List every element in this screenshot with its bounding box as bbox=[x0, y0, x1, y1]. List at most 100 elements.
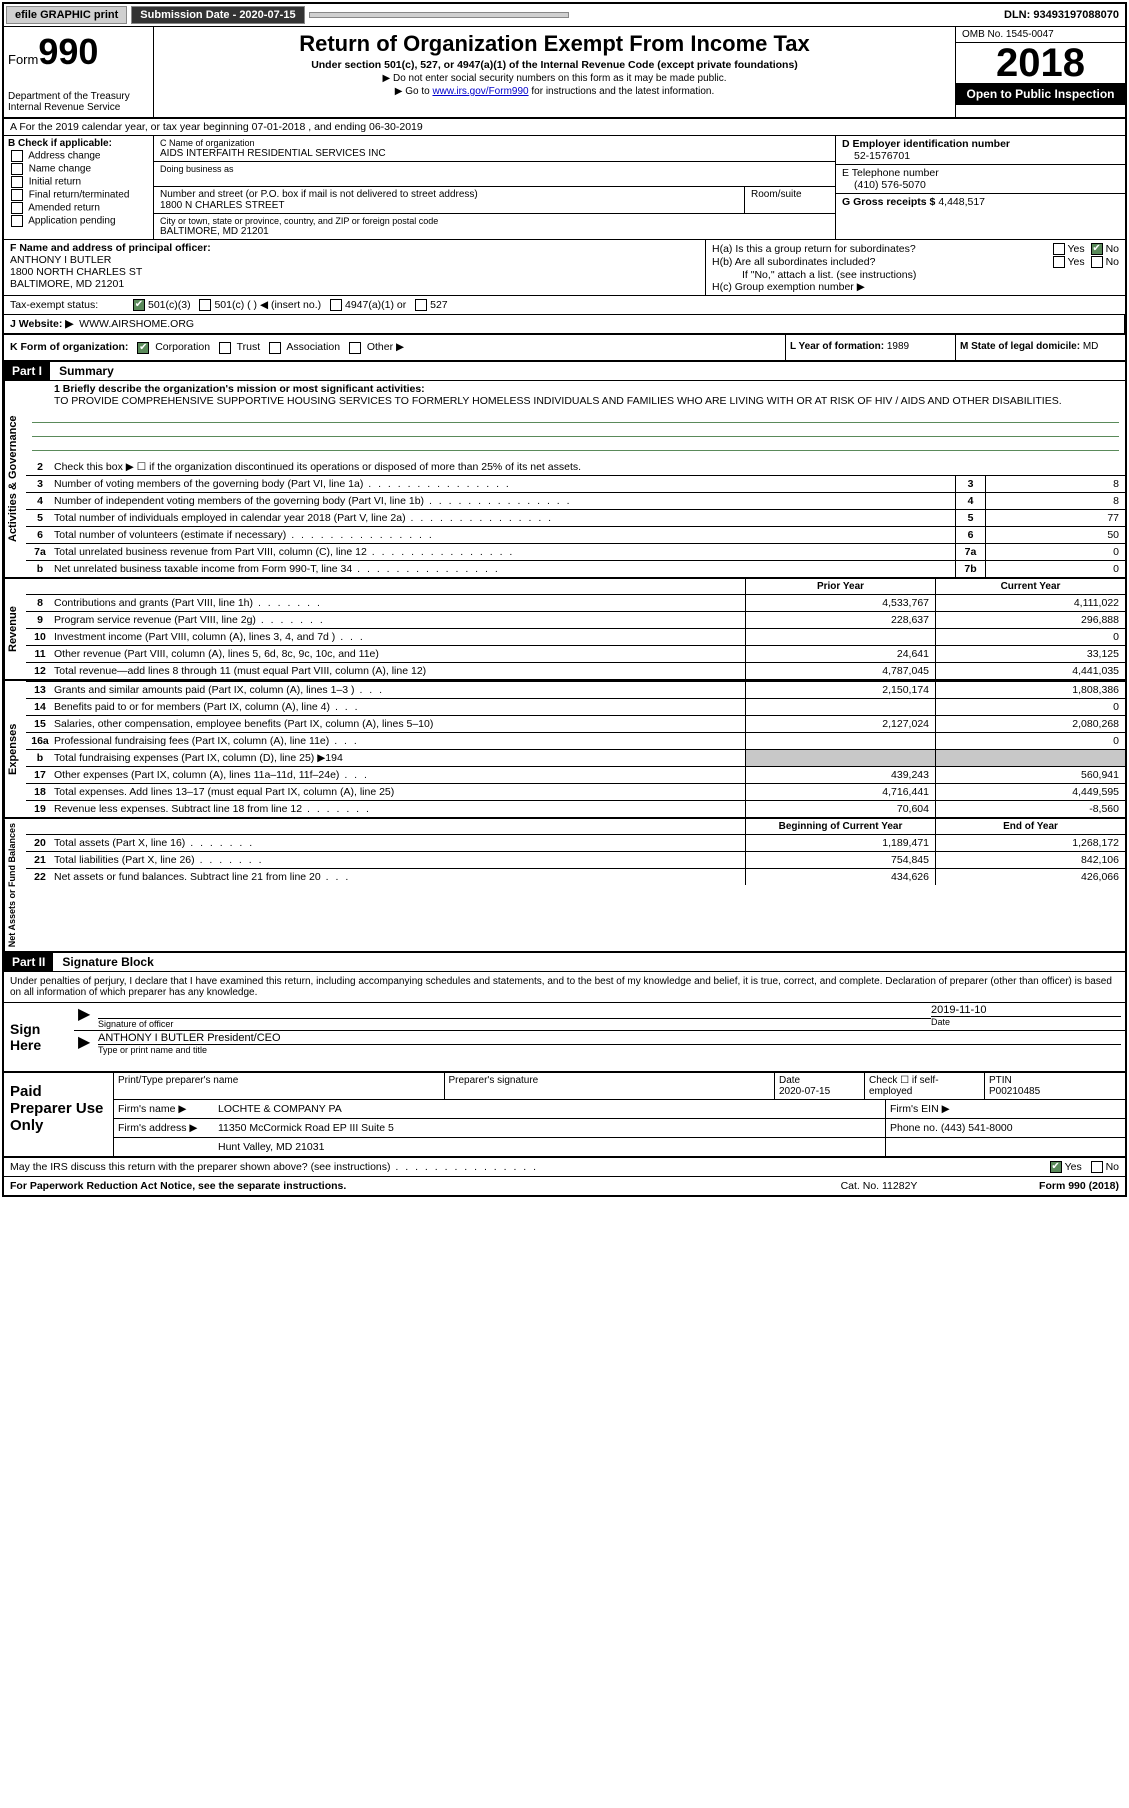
city-value: BALTIMORE, MD 21201 bbox=[160, 226, 829, 237]
corp-label: Corporation bbox=[155, 341, 210, 353]
4947-checkbox[interactable] bbox=[330, 299, 342, 311]
gross-label: G Gross receipts $ bbox=[842, 196, 935, 208]
trust-checkbox[interactable] bbox=[219, 342, 231, 354]
city-cell: City or town, state or province, country… bbox=[154, 214, 835, 239]
4947-label: 4947(a)(1) or bbox=[345, 299, 406, 311]
prep-date-label: Date bbox=[779, 1075, 800, 1086]
fin-line: 20Total assets (Part X, line 16)1,189,47… bbox=[26, 834, 1125, 851]
501c-checkbox[interactable] bbox=[199, 299, 211, 311]
prep-ptin-cell: PTINP00210485 bbox=[985, 1073, 1125, 1099]
open-to-public: Open to Public Inspection bbox=[956, 83, 1125, 105]
prep-row-firm: Firm's name ▶ LOCHTE & COMPANY PA Firm's… bbox=[114, 1100, 1125, 1119]
street-cell: Number and street (or P.O. box if mail i… bbox=[154, 187, 745, 213]
summary-governance: Activities & Governance 1 Briefly descri… bbox=[4, 381, 1125, 577]
colb-item[interactable]: Amended return bbox=[8, 202, 149, 214]
tax-year: 2018 bbox=[956, 43, 1125, 83]
h-a-answer: Yes ✔No bbox=[1050, 243, 1120, 255]
fin-line: 14Benefits paid to or for members (Part … bbox=[26, 698, 1125, 715]
assoc-checkbox[interactable] bbox=[269, 342, 281, 354]
top-bar: efile GRAPHIC print Submission Date - 20… bbox=[4, 4, 1125, 27]
line-2-desc: Check this box ▶ ☐ if the organization d… bbox=[54, 459, 1125, 475]
tel-cell: E Telephone number (410) 576-5070 bbox=[836, 165, 1125, 194]
revenue-header: Prior Year Current Year bbox=[26, 579, 1125, 594]
org-name-label: C Name of organization bbox=[160, 138, 829, 148]
part-2-title: Signature Block bbox=[56, 955, 153, 969]
colb-item[interactable]: Address change bbox=[8, 150, 149, 162]
expenses-body: 13Grants and similar amounts paid (Part … bbox=[26, 681, 1125, 817]
527-checkbox[interactable] bbox=[415, 299, 427, 311]
sig-date-field: 2019-11-10 Date bbox=[931, 1004, 1121, 1029]
colb-item[interactable]: Application pending bbox=[8, 215, 149, 227]
sign-here-label: Sign Here bbox=[4, 1003, 74, 1071]
no-text-2: No bbox=[1106, 256, 1119, 268]
h-a-row: H(a) Is this a group return for subordin… bbox=[712, 243, 1119, 255]
name-title-field: ANTHONY I BUTLER President/CEO Type or p… bbox=[98, 1032, 1121, 1055]
note2-post: for instructions and the latest informat… bbox=[529, 86, 715, 97]
sig-row-1: ▶ Signature of officer 2019-11-10 Date bbox=[74, 1003, 1125, 1031]
col-b-header: B Check if applicable: bbox=[8, 138, 149, 149]
firm-phone: Phone no. (443) 541-8000 bbox=[885, 1119, 1125, 1137]
col-de: D Employer identification number 52-1576… bbox=[835, 136, 1125, 239]
colb-item[interactable]: Final return/terminated bbox=[8, 189, 149, 201]
form-prefix: Form bbox=[8, 52, 38, 67]
prep-ptin-label: PTIN bbox=[989, 1075, 1012, 1086]
section-bcd: B Check if applicable: Address change Na… bbox=[4, 136, 1125, 240]
fin-line: 16aProfessional fundraising fees (Part I… bbox=[26, 732, 1125, 749]
fin-line: 10Investment income (Part VIII, column (… bbox=[26, 628, 1125, 645]
fin-line: 11Other revenue (Part VIII, column (A), … bbox=[26, 645, 1125, 662]
row-j: J Website: ▶ WWW.AIRSHOME.ORG bbox=[4, 315, 1125, 335]
na-hdr-spacer bbox=[26, 819, 745, 834]
firm-addr2-value: Hunt Valley, MD 21031 bbox=[214, 1138, 885, 1156]
hb-yes-checkbox[interactable] bbox=[1053, 256, 1065, 268]
col-h: H(a) Is this a group return for subordin… bbox=[705, 240, 1125, 295]
phone-label: Phone no. bbox=[890, 1122, 938, 1134]
org-name: AIDS INTERFAITH RESIDENTIAL SERVICES INC bbox=[160, 148, 829, 159]
summary-revenue: Revenue Prior Year Current Year 8Contrib… bbox=[4, 577, 1125, 679]
hb-no-checkbox[interactable] bbox=[1091, 256, 1103, 268]
discuss-yes-checkbox[interactable]: ✔ bbox=[1050, 1161, 1062, 1173]
blank-line-3 bbox=[32, 437, 1119, 451]
mission-label: 1 Briefly describe the organization's mi… bbox=[54, 383, 425, 395]
ha-yes-checkbox[interactable] bbox=[1053, 243, 1065, 255]
501c-label: 501(c) ( ) ◀ (insert no.) bbox=[214, 299, 321, 311]
side-netassets: Net Assets or Fund Balances bbox=[4, 819, 26, 951]
ha-no-checkbox[interactable]: ✔ bbox=[1091, 243, 1103, 255]
col-c: C Name of organization AIDS INTERFAITH R… bbox=[154, 136, 835, 239]
firm-addr-value: 11350 McCormick Road EP III Suite 5 bbox=[214, 1119, 885, 1137]
blank-button bbox=[309, 12, 569, 18]
prep-row-addr: Firm's address ▶ 11350 McCormick Road EP… bbox=[114, 1119, 1125, 1138]
irs-link[interactable]: www.irs.gov/Form990 bbox=[432, 86, 528, 97]
form-990-text: 990 bbox=[38, 31, 98, 72]
discuss-no-checkbox[interactable] bbox=[1091, 1161, 1103, 1173]
sig-field: Signature of officer bbox=[98, 1004, 931, 1029]
preparer-body: Print/Type preparer's name Preparer's si… bbox=[114, 1073, 1125, 1156]
page-footer: For Paperwork Reduction Act Notice, see … bbox=[4, 1177, 1125, 1195]
discuss-yes-label: Yes bbox=[1065, 1161, 1082, 1173]
summary-netassets: Net Assets or Fund Balances Beginning of… bbox=[4, 817, 1125, 951]
firm-name-value: LOCHTE & COMPANY PA bbox=[214, 1100, 885, 1118]
preparer-block: Paid Preparer Use Only Print/Type prepar… bbox=[4, 1073, 1125, 1158]
other-checkbox[interactable] bbox=[349, 342, 361, 354]
footer-cat: Cat. No. 11282Y bbox=[799, 1180, 959, 1192]
blank-line-2 bbox=[32, 423, 1119, 437]
h-b-row: H(b) Are all subordinates included? Yes … bbox=[712, 256, 1119, 268]
fin-line: 18Total expenses. Add lines 13–17 (must … bbox=[26, 783, 1125, 800]
part-1-badge: Part I bbox=[4, 362, 50, 380]
fin-line: 9Program service revenue (Part VIII, lin… bbox=[26, 611, 1125, 628]
efile-button[interactable]: efile GRAPHIC print bbox=[6, 6, 127, 24]
addr2-spacer bbox=[114, 1138, 214, 1156]
website-value: WWW.AIRSHOME.ORG bbox=[79, 318, 194, 330]
colb-item[interactable]: Name change bbox=[8, 163, 149, 175]
col-l: L Year of formation: 1989 bbox=[785, 335, 955, 359]
501c3-checkbox[interactable]: ✔ bbox=[133, 299, 145, 311]
current-year-header: Current Year bbox=[935, 579, 1125, 594]
colb-item[interactable]: Initial return bbox=[8, 176, 149, 188]
prep-check-cell: Check ☐ if self-employed bbox=[865, 1073, 985, 1099]
corp-checkbox[interactable]: ✔ bbox=[137, 342, 149, 354]
preparer-left-label: Paid Preparer Use Only bbox=[4, 1073, 114, 1156]
note1-text: Do not enter social security numbers on … bbox=[393, 73, 726, 84]
year-formation-label: L Year of formation: bbox=[790, 341, 884, 352]
submission-date-button[interactable]: Submission Date - 2020-07-15 bbox=[131, 6, 304, 24]
end-year-header: End of Year bbox=[935, 819, 1125, 834]
prep-sig-cell: Preparer's signature bbox=[445, 1073, 776, 1099]
